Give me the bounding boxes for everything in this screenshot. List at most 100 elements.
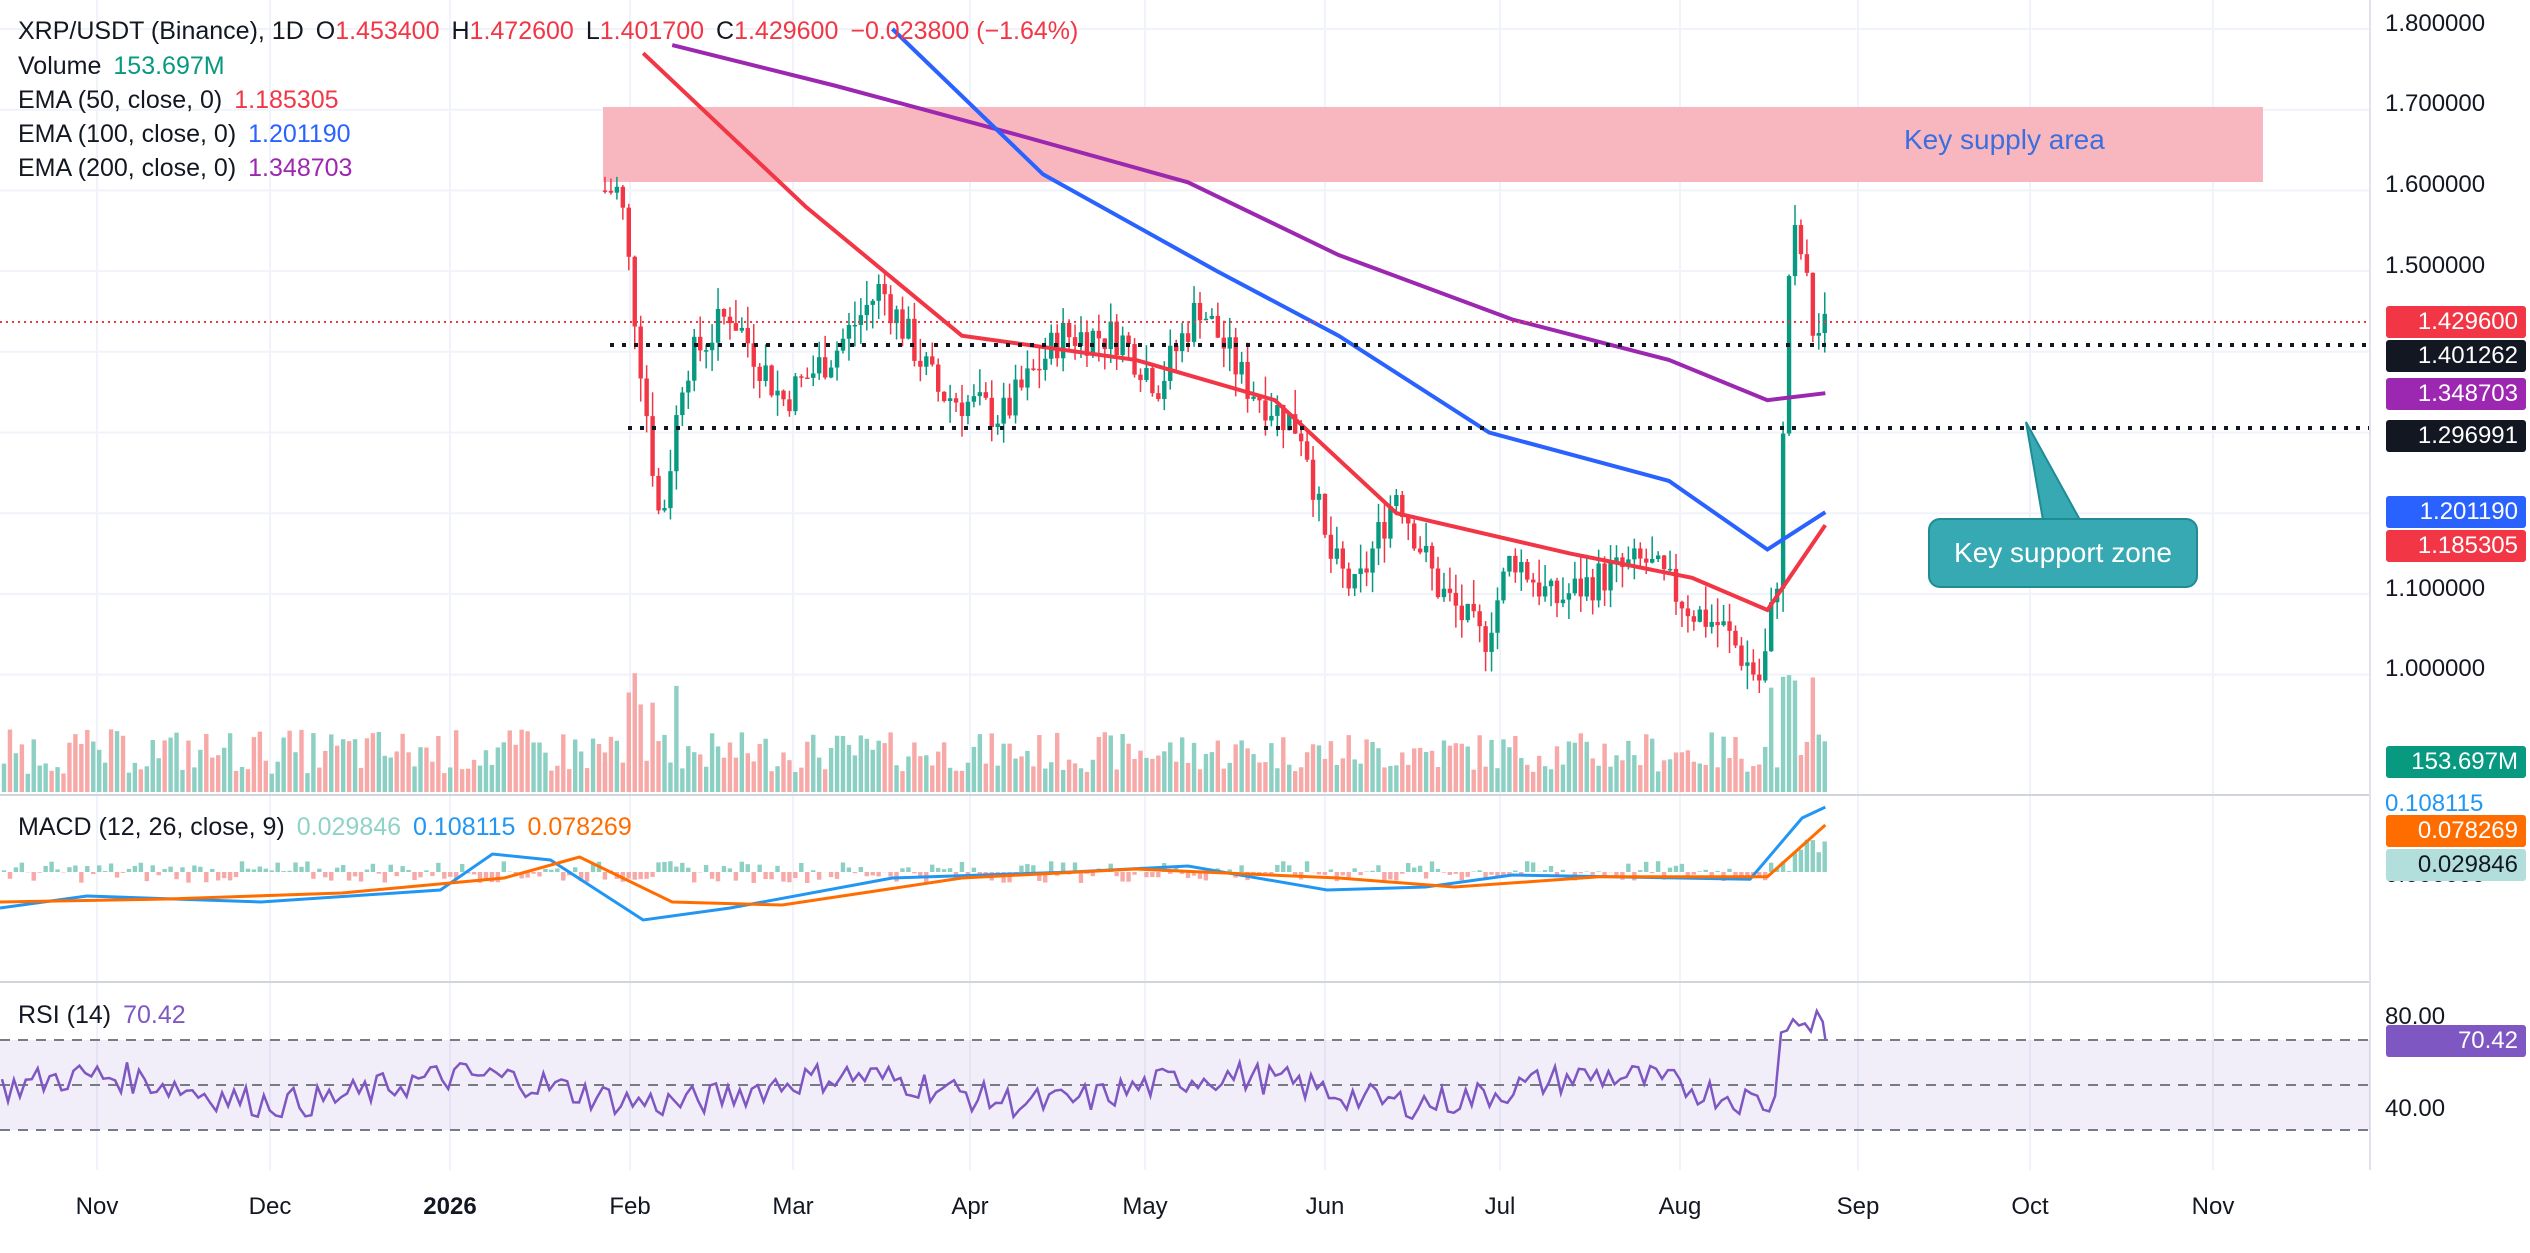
macd-legend[interactable]: MACD (12, 26, close, 9) 0.029846 0.108115 0… [18, 810, 644, 844]
volume-bar [477, 765, 483, 792]
macd-hist-bar [953, 872, 959, 876]
volume-bar [1769, 687, 1774, 792]
volume-bar [1667, 759, 1673, 792]
volume-bar [787, 760, 792, 792]
macd-hist-bar [578, 872, 584, 882]
volume-bar [388, 757, 393, 792]
candle-body [698, 336, 703, 351]
macd-hist-bar [1429, 861, 1435, 872]
volume-bar [1691, 761, 1697, 792]
volume-bar [418, 747, 423, 792]
macd-hist-bar [132, 865, 138, 872]
candle-body [721, 308, 727, 317]
volume-bar [251, 737, 257, 792]
volume-bar [1233, 744, 1238, 792]
candle-body [1001, 397, 1006, 424]
volume-bar [1156, 755, 1161, 792]
candle-body [1150, 368, 1155, 394]
macd-hist-bar [108, 863, 114, 872]
volume-bar [37, 765, 42, 792]
macd-hist-bar [674, 866, 679, 872]
time-tick: Dec [248, 1193, 292, 1220]
volume-bar [751, 761, 756, 792]
macd-hist-bar [1459, 872, 1464, 881]
volume-bar [1816, 734, 1821, 792]
macd-hist-bar [811, 870, 816, 872]
volume-bar [775, 766, 780, 792]
ema50-legend[interactable]: EMA (50, close, 0) 1.185305 [18, 83, 351, 117]
volume-bar [1596, 765, 1601, 792]
volume-bar [1400, 752, 1405, 792]
macd-hist-bar [793, 872, 798, 879]
macd-hist-bar [573, 867, 578, 872]
macd-hist-bar [156, 872, 161, 876]
macd-hist-bar [79, 872, 84, 883]
high-label: H [451, 17, 470, 45]
volume-bar [1239, 740, 1244, 792]
candle-body [894, 309, 899, 324]
candle-body [1310, 459, 1316, 500]
volume-bar [1572, 742, 1578, 792]
macd-hist-bar [1447, 872, 1453, 875]
ema200-legend[interactable]: EMA (200, close, 0) 1.348703 [18, 151, 364, 185]
volume-bar [674, 685, 679, 792]
macd-hist-bar [775, 865, 780, 872]
macd-hist-bar [751, 872, 756, 883]
volume-bar [1727, 758, 1732, 792]
candle-body [1780, 433, 1786, 589]
volume-bar [1453, 743, 1459, 792]
volume-bar [1126, 743, 1131, 792]
ema100-tag: 1.201190 [2386, 496, 2526, 528]
ema100-legend[interactable]: EMA (100, close, 0) 1.201190 [18, 117, 363, 151]
price-tick: 1.000000 [2385, 655, 2486, 682]
macd-hist-bar [1685, 872, 1691, 877]
rsi-legend[interactable]: RSI (14) 70.42 [18, 998, 198, 1032]
macd-hist-bar [471, 872, 477, 875]
macd-hist-bar [1614, 872, 1619, 877]
macd-hist-bar [239, 861, 245, 872]
candle-body [1162, 380, 1167, 400]
candle-body [989, 397, 994, 428]
candle-body [1447, 588, 1453, 593]
macd-hist-bar [400, 866, 405, 872]
candle-body [811, 373, 816, 378]
volume-legend[interactable]: Volume 153.697M [18, 49, 237, 83]
support-zone-callout[interactable]: Key support zone [1928, 518, 2198, 588]
symbol-header[interactable]: XRP/USDT (Binance), 1D O1.453400 H1.472600… [18, 14, 1090, 48]
macd-hist-bar [935, 867, 941, 872]
candle-body [1168, 345, 1173, 381]
volume-bar [1536, 755, 1542, 792]
macd-hist-bar [1031, 865, 1036, 872]
volume-bar [67, 742, 72, 792]
volume-bar [507, 730, 512, 792]
macd-hist-bar [1007, 872, 1012, 883]
macd-hist-bar [549, 869, 554, 872]
volume-bar [757, 744, 762, 792]
macd-hist-bar [739, 861, 744, 872]
macd-hist-bar [686, 867, 691, 872]
volume-bar [1810, 677, 1816, 792]
macd-hist-bar [602, 872, 608, 880]
volume-bar [1489, 739, 1494, 792]
volume-bar [1751, 766, 1756, 792]
macd-hist-bar [287, 870, 292, 872]
candle-body [1715, 621, 1720, 626]
macd-hist-bar [67, 867, 72, 872]
candle-body [680, 392, 685, 416]
macd-histogram [1, 839, 1827, 883]
macd-hist-bar [1090, 872, 1096, 877]
volume-bar [55, 767, 60, 792]
volume-bar [79, 743, 84, 792]
macd-hist-bar [204, 872, 209, 883]
candle-body [1441, 588, 1447, 598]
candle-body [1739, 645, 1744, 666]
volume-bar [352, 739, 358, 792]
price-tick: 1.700000 [2385, 90, 2486, 117]
candle-body [739, 327, 745, 331]
candle-body [1352, 574, 1357, 589]
volume-bar [114, 731, 120, 792]
candle-body [1316, 493, 1322, 500]
volume-bar [376, 731, 382, 792]
